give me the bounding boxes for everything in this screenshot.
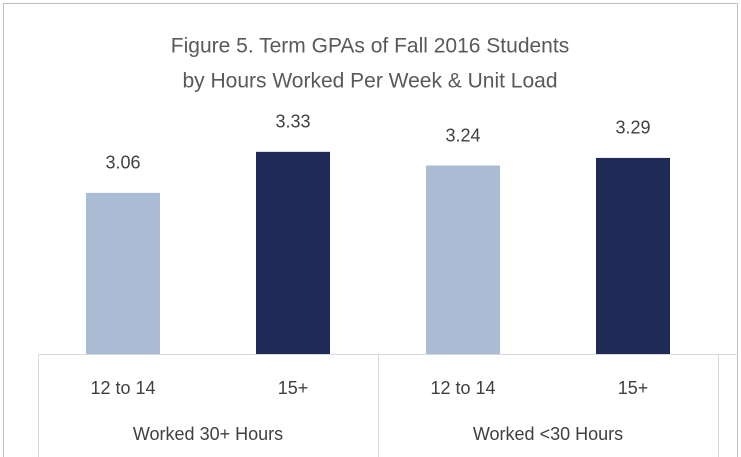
data-label: 3.24 (445, 125, 480, 145)
chart-frame (3, 3, 738, 457)
chart-title: by Hours Worked Per Week & Unit Load (182, 70, 557, 93)
group-label: Worked <30 Hours (473, 424, 623, 444)
x-tick-label: 12 to 14 (430, 378, 495, 398)
bar (256, 151, 330, 354)
bar (596, 157, 670, 354)
bar (426, 165, 500, 354)
bar (86, 192, 160, 354)
group-label: Worked 30+ Hours (133, 424, 283, 444)
data-label: 3.33 (275, 112, 310, 132)
x-tick-label: 15+ (618, 378, 649, 398)
data-label: 3.29 (615, 118, 650, 138)
x-tick-label: 15+ (278, 378, 309, 398)
data-label: 3.06 (105, 153, 140, 173)
chart-title: Figure 5. Term GPAs of Fall 2016 Student… (171, 35, 569, 58)
x-tick-label: 12 to 14 (90, 378, 155, 398)
